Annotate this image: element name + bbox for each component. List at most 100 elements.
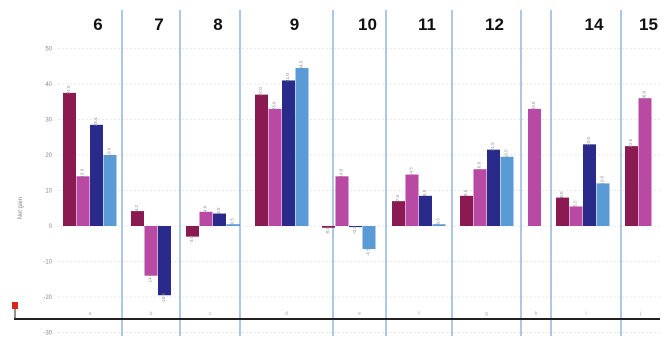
data-label: 5.5 — [572, 200, 577, 207]
group-title: 15 — [639, 15, 658, 34]
data-label: 16.0 — [476, 161, 481, 170]
bar — [335, 176, 349, 226]
group-title: 11 — [418, 15, 436, 34]
data-label: -14.0 — [147, 273, 152, 284]
bar — [405, 174, 419, 226]
data-label: 37.5 — [66, 85, 71, 94]
x-category-label: h — [535, 311, 538, 317]
bar — [90, 124, 103, 226]
y-tick-label: 10 — [45, 189, 52, 195]
bar — [322, 226, 335, 228]
data-label: 13.9 — [79, 168, 84, 177]
bar — [144, 226, 158, 276]
y-tick-label: 30 — [45, 118, 52, 124]
bar — [500, 156, 514, 226]
data-label: 14.5 — [408, 167, 413, 176]
data-label: 23.0 — [586, 136, 591, 145]
data-label: 4.2 — [134, 204, 139, 211]
group-title: 8 — [213, 15, 222, 34]
bar — [392, 201, 405, 226]
bar — [625, 146, 638, 226]
origin-marker — [12, 302, 18, 309]
data-label: -0.3 — [352, 226, 357, 234]
data-label: 8.5 — [422, 189, 427, 196]
y-tick-label: 0 — [49, 224, 53, 230]
data-label: 7.0 — [395, 195, 400, 202]
x-category-label: c — [209, 311, 212, 317]
bar — [213, 213, 226, 226]
bar — [596, 183, 610, 226]
bar — [419, 195, 432, 226]
data-label: -3.0 — [189, 235, 194, 243]
data-label: 44.5 — [298, 60, 303, 69]
y-tick-label: 50 — [45, 47, 52, 53]
bar — [432, 224, 446, 226]
data-label: 21.5 — [490, 142, 495, 151]
bar — [226, 224, 240, 226]
y-tick-label: 40 — [45, 82, 52, 88]
x-category-label: i — [585, 311, 586, 317]
bar — [186, 226, 199, 237]
bar — [255, 94, 268, 227]
group-title: 6 — [93, 15, 102, 34]
x-category-label: e — [358, 311, 361, 317]
data-label: 3.5 — [216, 207, 221, 214]
data-label: 19.9 — [106, 147, 111, 156]
bar — [295, 68, 309, 227]
group-title: 7 — [154, 15, 163, 34]
x-category-label: g — [485, 311, 488, 317]
data-label: -19.5 — [161, 293, 166, 304]
data-label: 4.0 — [202, 205, 207, 212]
bar — [528, 108, 541, 226]
data-label: 28.4 — [93, 117, 98, 126]
bar — [583, 144, 596, 226]
bar — [103, 155, 117, 226]
x-category-label: b — [150, 311, 153, 317]
y-tick-label: 20 — [45, 153, 52, 159]
x-category-label: f — [418, 311, 420, 317]
data-label: 19.5 — [503, 149, 508, 158]
bar — [362, 226, 376, 250]
bar — [63, 92, 76, 226]
group-title: 9 — [290, 15, 299, 34]
bar — [158, 226, 171, 296]
bar — [473, 169, 487, 226]
group-title: 14 — [585, 15, 604, 34]
bar — [131, 211, 144, 226]
y-tick-label: -30 — [43, 331, 52, 337]
y-tick-label: -10 — [43, 260, 52, 266]
data-label: 36.0 — [641, 90, 646, 99]
data-label: -6.5 — [365, 248, 370, 256]
data-label: 8.5 — [463, 189, 468, 196]
bar — [638, 98, 652, 226]
x-category-label: d — [285, 311, 288, 317]
bar — [349, 226, 362, 228]
y-axis-label: Net gain — [18, 197, 24, 219]
data-label: 12.0 — [599, 176, 604, 185]
data-label: 41.0 — [285, 73, 290, 82]
bar — [569, 206, 583, 226]
data-label: 33.0 — [531, 101, 536, 110]
bar — [76, 176, 90, 226]
bar — [460, 195, 473, 226]
data-label: 14.0 — [338, 168, 343, 177]
data-label: 8.0 — [559, 191, 564, 198]
data-label: 37.0 — [258, 87, 263, 96]
bar — [556, 197, 569, 226]
data-label: 22.5 — [628, 138, 633, 147]
bar — [282, 80, 295, 226]
group-title: 12 — [485, 15, 504, 34]
bar — [487, 149, 500, 226]
x-category-label: j — [639, 311, 641, 317]
data-label: -0.5 — [325, 226, 330, 234]
data-label: 0.5 — [229, 218, 234, 225]
data-label: 0.5 — [435, 218, 440, 225]
bar — [268, 108, 282, 226]
y-tick-label: -20 — [43, 295, 52, 301]
group-title: 10 — [358, 15, 377, 34]
x-category-label: a — [89, 311, 92, 317]
bar — [199, 211, 213, 226]
data-label: 33.0 — [271, 101, 276, 110]
